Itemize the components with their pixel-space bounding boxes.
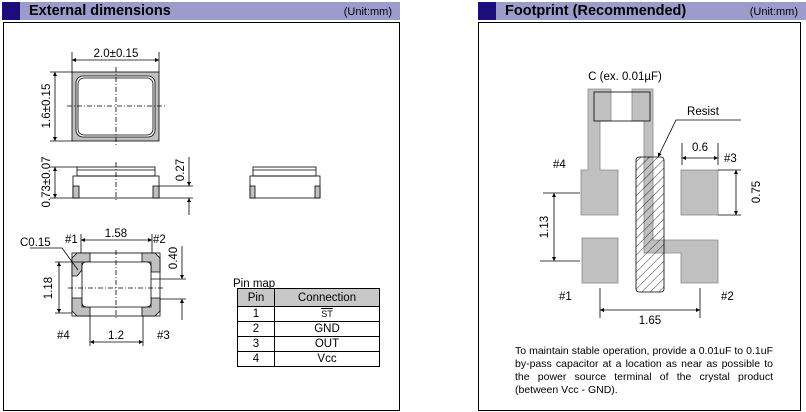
table-row: 4 Vcc xyxy=(237,351,380,367)
pad-pitch-x-dim: 1.58 xyxy=(105,228,127,240)
unit-label: (Unit:mm) xyxy=(749,6,798,18)
pad-gap-x-dim: 1.2 xyxy=(108,330,124,342)
connection-cell: Vcc xyxy=(274,351,380,367)
pin-1-label: #1 xyxy=(65,234,78,246)
column-header: Pin xyxy=(237,288,275,307)
pin-cell: 4 xyxy=(237,351,275,367)
connection-cell: GND xyxy=(274,321,380,337)
cap-height-dim: 0.27 xyxy=(175,159,187,181)
bypass-capacitor-note: To maintain stable operation, provide a … xyxy=(515,345,773,396)
pad-height-dim: 0.75 xyxy=(751,181,763,203)
table-header-row: Pin Connection xyxy=(237,288,380,307)
pad-pitch-y-dim: 1.18 xyxy=(43,277,55,299)
header-square-icon xyxy=(478,2,496,20)
footprint-header: Footprint (Recommended) (Unit:mm) xyxy=(478,2,806,20)
pin-cell: 2 xyxy=(237,321,275,337)
table-row: 1 ST xyxy=(237,306,380,322)
pin-map-table: Pin Connection 1 ST 2 GND 3 OUT 4 Vcc xyxy=(237,288,380,367)
external-dimensions-header: External dimensions (Unit:mm) xyxy=(2,2,400,20)
header-square-icon xyxy=(2,2,20,20)
fp-pin-1-label: #1 xyxy=(559,291,572,303)
height-dim: 1.6±0.15 xyxy=(41,84,53,129)
table-row: 2 GND xyxy=(237,321,380,337)
table-row: 3 OUT xyxy=(237,336,380,352)
pad-width-dim: 0.6 xyxy=(692,142,708,154)
side-view xyxy=(50,157,193,215)
connection-cell: ST xyxy=(274,306,380,322)
resist-area xyxy=(635,156,665,293)
pitch-y-dim: 1.13 xyxy=(539,216,551,238)
footprint-panel xyxy=(478,22,801,411)
side-view-2 xyxy=(249,166,321,199)
section-title: Footprint (Recommended) xyxy=(505,3,687,19)
external-dimensions-panel xyxy=(3,22,400,411)
fp-pin-3-label: #3 xyxy=(724,153,737,165)
pin-cell: 3 xyxy=(237,336,275,352)
thickness-dim: 0.73±0.07 xyxy=(41,156,53,207)
bottom-view xyxy=(30,234,186,346)
fp-pin-2-label: #2 xyxy=(721,291,734,303)
footprint-drawing xyxy=(540,88,741,318)
pitch-x-dim: 1.65 xyxy=(639,315,661,327)
pin-2-label: #2 xyxy=(153,234,166,246)
unit-label: (Unit:mm) xyxy=(343,6,392,18)
top-view xyxy=(50,52,165,146)
pin-map-title: Pin map xyxy=(233,278,276,290)
capacitor-outline xyxy=(593,91,651,122)
pad-gap-y-dim: 0.40 xyxy=(168,247,180,269)
resist-label: Resist xyxy=(687,106,720,118)
capacitor-label: C (ex. 0.01µF) xyxy=(588,71,662,83)
pin-4-label: #4 xyxy=(57,330,70,342)
fp-pin-4-label: #4 xyxy=(553,159,566,171)
pin-3-label: #3 xyxy=(157,330,170,342)
chamfer-label: C0.15 xyxy=(20,237,51,249)
section-title: External dimensions xyxy=(29,3,171,19)
pin-cell: 1 xyxy=(237,306,275,322)
connection-value: ST xyxy=(321,309,333,319)
connection-cell: OUT xyxy=(274,336,380,352)
column-header: Connection xyxy=(274,288,380,307)
width-dim: 2.0±0.15 xyxy=(94,48,139,60)
